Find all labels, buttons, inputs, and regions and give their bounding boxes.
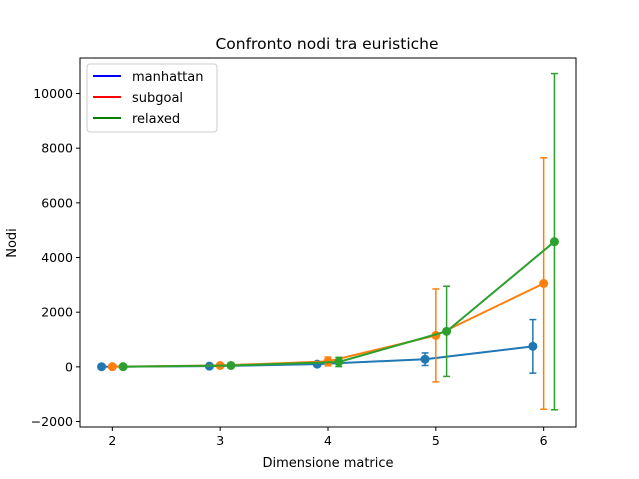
x-tick-label: 2 [108,433,116,448]
data-point [528,341,538,351]
legend-label-relaxed: relaxed [132,112,180,127]
y-axis: −2000 0 2000 4000 6000 8000 10000 [31,86,80,429]
legend-label-manhattan: manhattan [132,70,203,85]
series-manhattan [97,318,538,374]
series-line-subgoal [112,282,545,368]
legend: manhattan subgoal relaxed [86,63,218,133]
y-tick-label: 6000 [41,195,73,210]
x-axis: 2 3 4 5 6 [108,427,548,448]
series-line-relaxed [123,240,556,368]
data-point [549,237,559,247]
series-relaxed [118,72,559,411]
data-point [107,362,117,372]
y-tick-label: 2000 [41,305,73,320]
y-axis-label: Nodi [5,228,20,258]
y-tick-label: 10000 [33,86,73,101]
data-point [539,279,549,288]
series-subgoal [107,157,549,410]
x-tick-label: 3 [216,433,224,448]
legend-label-subgoal: subgoal [132,91,183,106]
x-tick-label: 6 [540,433,548,448]
data-point [420,354,430,364]
x-axis-label: Dimensione matrice [262,456,393,471]
x-tick-label: 5 [432,433,440,448]
y-tick-label: −2000 [31,414,73,429]
y-tick-label: 4000 [41,250,73,265]
x-tick-label: 4 [324,433,332,448]
plot-area [97,72,559,411]
y-tick-label: 8000 [41,141,73,156]
y-tick-label: 0 [65,359,73,374]
chart-title: Confronto nodi tra euristiche [215,35,438,53]
data-point [442,326,452,336]
legend-box [86,63,218,133]
data-point [226,361,236,370]
data-point [334,357,344,367]
data-point [97,362,107,372]
data-point [118,362,128,372]
